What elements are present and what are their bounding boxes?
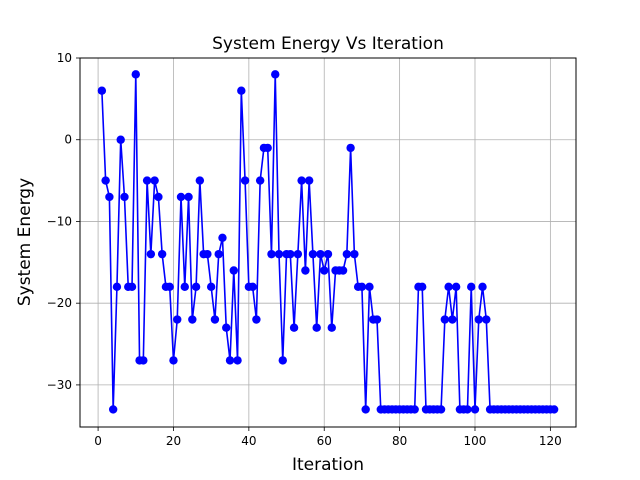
data-point: [474, 315, 483, 324]
data-point: [116, 135, 125, 144]
data-point: [214, 249, 223, 259]
data-point: [482, 315, 491, 324]
data-point: [142, 176, 152, 185]
data-point: [173, 315, 182, 324]
data-point: [463, 405, 472, 414]
data-point: [342, 249, 352, 259]
y-axis-ticks: 10 0 −10 −20 −30: [47, 51, 80, 392]
data-point: [410, 405, 419, 414]
data-point: [222, 323, 231, 332]
data-point: [346, 143, 355, 153]
data-point: [418, 282, 427, 292]
data-point: [286, 249, 295, 259]
data-point: [240, 176, 250, 185]
data-point: [237, 86, 246, 95]
data-point: [470, 405, 480, 414]
data-point: [191, 282, 201, 292]
data-point: [252, 315, 261, 324]
data-point: [478, 282, 487, 292]
data-point: [229, 266, 238, 275]
data-point: [157, 249, 167, 259]
x-tick-label: 100: [464, 434, 487, 448]
y-tick-label: 0: [64, 133, 72, 147]
data-point: [451, 282, 461, 292]
x-axis-ticks: 0 20 40 60 80 100 120: [94, 427, 562, 448]
data-point: [154, 192, 163, 202]
chart-title: System Energy Vs Iteration: [212, 34, 444, 54]
data-point: [444, 282, 453, 292]
y-tick-label: −10: [47, 214, 72, 228]
y-tick-label: 10: [57, 51, 72, 65]
data-point: [120, 192, 129, 202]
data-point: [289, 323, 299, 332]
data-point: [203, 249, 212, 259]
data-point: [274, 249, 284, 259]
data-point: [101, 176, 110, 185]
data-point: [357, 282, 367, 292]
data-point: [255, 176, 265, 185]
data-point: [293, 249, 303, 259]
data-point: [301, 266, 310, 275]
data-point: [436, 405, 446, 414]
data-point: [150, 176, 159, 185]
y-axis-label: System Energy: [15, 178, 35, 306]
data-point: [105, 192, 114, 202]
data-point: [139, 356, 148, 365]
data-point: [184, 192, 193, 202]
data-point: [210, 315, 220, 324]
data-point: [361, 405, 370, 414]
data-point: [218, 233, 227, 242]
data-point: [180, 282, 189, 292]
data-point: [308, 249, 318, 259]
data-point: [169, 356, 178, 365]
data-point: [448, 315, 457, 324]
y-tick-label: −20: [47, 296, 72, 310]
data-point: [372, 315, 382, 324]
data-point: [112, 282, 122, 292]
data-point: [320, 266, 329, 275]
data-point: [365, 282, 374, 292]
data-point: [278, 356, 287, 365]
x-axis-label: Iteration: [292, 455, 364, 475]
data-point: [195, 176, 205, 185]
data-point: [225, 356, 235, 365]
data-point: [248, 282, 257, 292]
x-tick-label: 60: [317, 434, 332, 448]
data-point: [271, 70, 280, 79]
data-point: [323, 249, 333, 259]
x-tick-label: 0: [94, 434, 102, 448]
data-markers: [97, 70, 559, 414]
data-point: [297, 176, 306, 185]
data-point: [233, 356, 242, 365]
data-point: [312, 323, 321, 332]
data-point: [549, 405, 559, 414]
data-point: [440, 315, 450, 324]
data-point: [97, 86, 107, 95]
data-point: [165, 282, 174, 292]
x-tick-label: 120: [539, 434, 562, 448]
plot-frame: [79, 57, 577, 428]
data-point: [316, 249, 325, 259]
data-point: [304, 176, 314, 185]
x-tick-label: 80: [392, 434, 407, 448]
x-tick-label: 20: [166, 434, 181, 448]
data-point: [338, 266, 348, 275]
data-point: [327, 323, 336, 332]
data-point: [108, 405, 118, 414]
data-point: [131, 70, 140, 79]
data-point: [263, 143, 272, 153]
data-point: [176, 192, 186, 202]
data-point: [146, 249, 156, 259]
data-point: [188, 315, 197, 324]
x-tick-label: 40: [241, 434, 256, 448]
y-tick-label: −30: [47, 378, 72, 392]
data-point: [206, 282, 216, 292]
data-point: [127, 282, 137, 292]
data-point: [350, 249, 359, 259]
data-point: [467, 282, 476, 292]
data-point: [267, 249, 276, 259]
